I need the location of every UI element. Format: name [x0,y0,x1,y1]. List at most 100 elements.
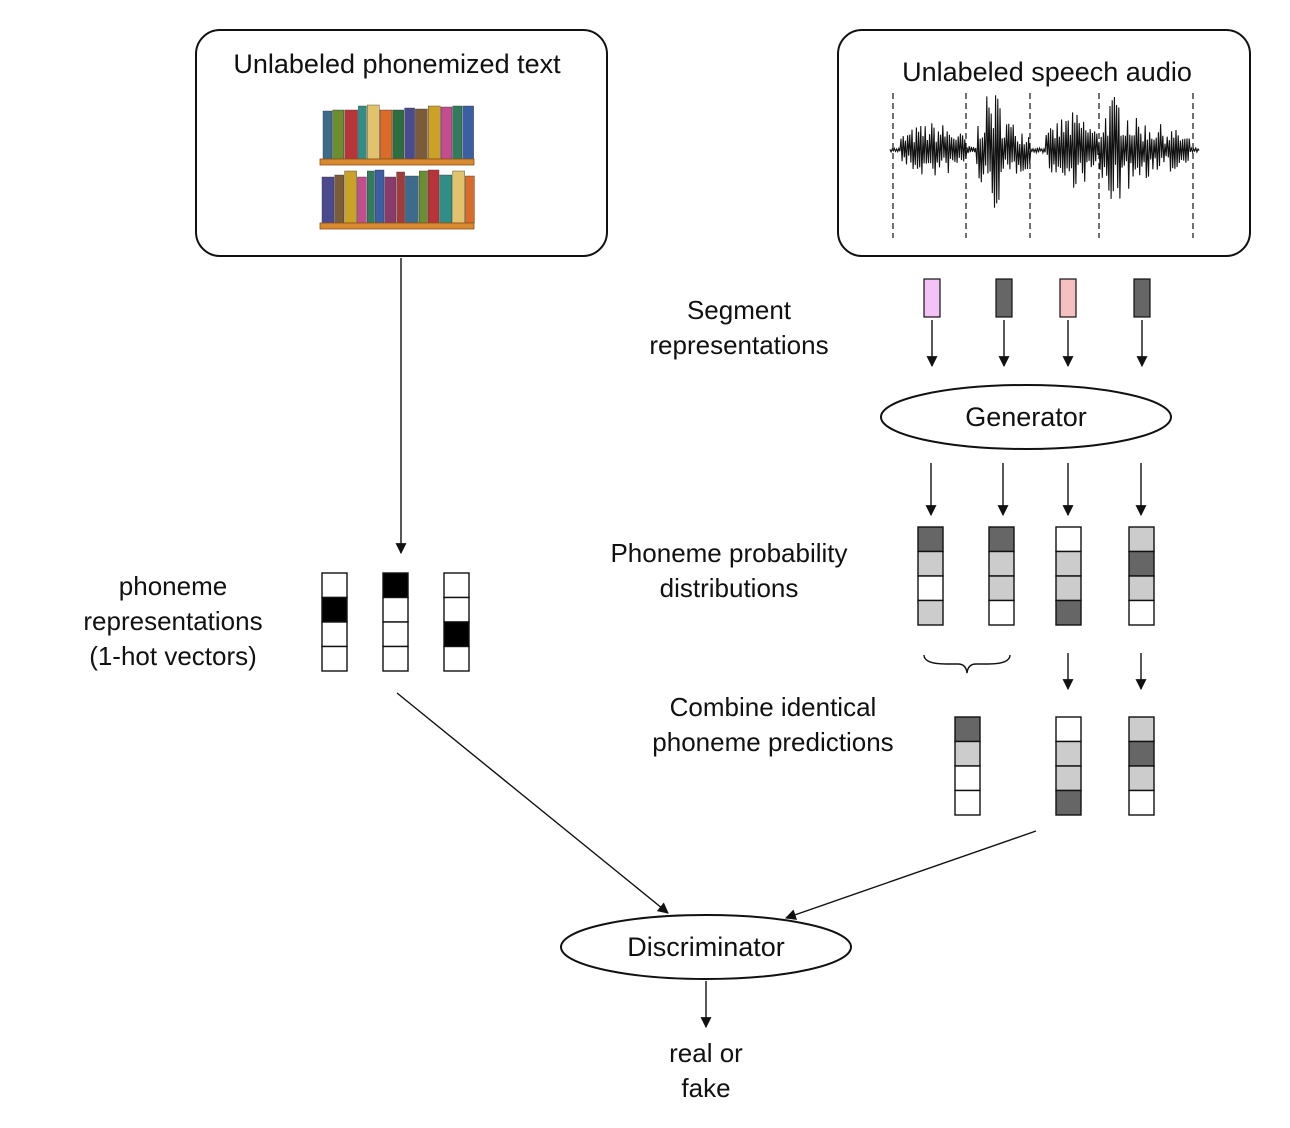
book [344,109,358,160]
vector-cell [988,550,1015,577]
book [404,107,415,160]
flow-arrow [784,830,1037,920]
vector-cell [1128,740,1155,767]
book [358,105,367,160]
phonrep-label-line3: (1-hot vectors) [89,641,257,671]
vector-cell [1055,740,1082,767]
book [367,170,375,224]
one-hot-vector [321,572,348,672]
one-hot-vector [382,572,409,672]
vector-cell [382,572,409,599]
discriminator-ellipse [560,914,852,980]
vector-cell [917,599,944,626]
vector-cell [1055,526,1082,553]
vector-cell [1128,765,1155,792]
book [405,175,419,224]
segment-label-line1: Segment [687,295,792,325]
book [367,104,380,160]
book [440,106,453,160]
vector-cell [321,645,348,672]
audio-box-frame [837,29,1251,257]
vector-cell [1128,550,1155,577]
vector-cell [1128,789,1155,816]
vector-cell [917,550,944,577]
vector-cell [1055,716,1082,743]
one-hot-vectors [321,572,470,672]
shelf-plank [319,158,475,166]
segment-representations [923,278,1151,318]
book [465,175,475,224]
vector-cell [954,740,981,767]
phonrep-label-line1: phoneme [119,571,227,601]
book [344,170,357,224]
combined-prediction [954,716,981,816]
vector-cell [1055,575,1082,602]
segment-label-line2: representations [649,330,828,360]
phoneme-distribution [988,526,1015,626]
combined-prediction [1055,716,1082,816]
flow-arrows [395,258,1148,1029]
vector-cell [1128,575,1155,602]
book [332,109,344,160]
vector-cell [382,596,409,623]
audio-box-title: Unlabeled speech audio [902,57,1192,87]
phoneme-probability-distributions [917,526,1155,626]
waveform-trace [889,95,1200,208]
vector-cell [1055,789,1082,816]
vector-cell [1055,599,1082,626]
combine-brace [923,654,1011,674]
generator-node: Generator [880,384,1172,450]
book [419,170,428,224]
phonprob-label-line2: distributions [660,573,799,603]
vector-cell [988,599,1015,626]
vector-cell [1128,599,1155,626]
book [357,176,367,224]
segment-representation [995,278,1013,318]
book [462,105,474,160]
vector-cell [321,596,348,623]
vector-cell [954,716,981,743]
speech-waveform-icon [889,95,1200,208]
vector-cell [443,645,470,672]
audio-source-box: Unlabeled speech audio [837,29,1251,257]
output-label-line1: real or [669,1038,743,1068]
phoneme-distribution [917,526,944,626]
flow-arrow [396,692,669,914]
book [374,169,385,224]
vector-cell [443,572,470,599]
segment-representation [923,278,941,318]
vector-cell [321,621,348,648]
vector-cell [1128,716,1155,743]
vector-cell [988,526,1015,553]
vector-cell [382,621,409,648]
book [452,105,462,160]
phonprob-label-line1: Phoneme probability [610,538,847,568]
combine-label-line2: phoneme predictions [652,727,893,757]
combined-predictions [954,716,1155,816]
text-box-title: Unlabeled phonemized text [233,49,561,79]
vector-cell [954,765,981,792]
book [427,169,440,224]
phonrep-label-line2: representations [83,606,262,636]
book [379,109,393,160]
book [428,105,441,160]
output-label-line2: fake [681,1073,730,1103]
book [452,170,465,224]
bookshelf-icon [319,104,475,230]
segment-representation [1059,278,1077,318]
one-hot-vector [443,572,470,672]
generator-ellipse [880,384,1172,450]
book [392,109,404,160]
book [321,176,335,224]
phoneme-distribution [1055,526,1082,626]
phoneme-distribution [1128,526,1155,626]
segment-representation [1133,278,1151,318]
combined-prediction [1128,716,1155,816]
vector-cell [443,596,470,623]
vector-cell [443,621,470,648]
vector-cell [917,526,944,553]
vector-cell [917,575,944,602]
book [415,108,428,160]
shelf-plank [319,222,475,230]
